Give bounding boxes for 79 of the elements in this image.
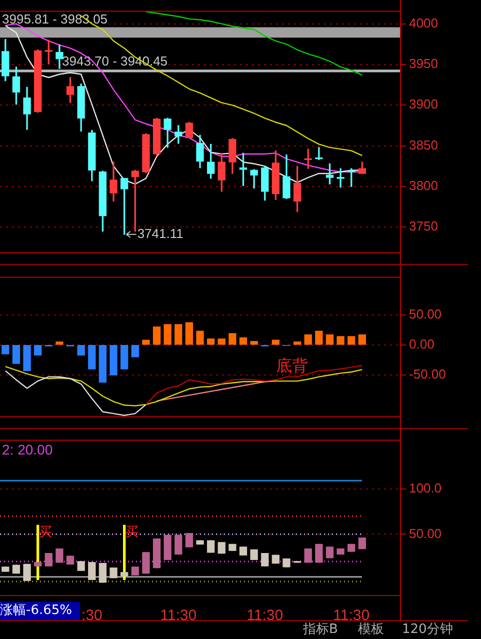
bar — [272, 340, 280, 345]
candlestick — [218, 542, 226, 554]
text: 模板 — [358, 621, 384, 639]
annotation: 2: 20.00 — [2, 442, 53, 458]
bar — [348, 336, 356, 345]
bar — [12, 345, 20, 364]
candlestick — [23, 564, 31, 581]
bar — [120, 345, 128, 370]
candlestick — [348, 544, 356, 552]
annotation: 买 — [38, 525, 52, 540]
bar — [315, 330, 323, 345]
bar — [250, 340, 258, 345]
bar — [196, 330, 204, 345]
annotation: 买 — [125, 525, 138, 540]
y-tick-label: 50.00 — [409, 526, 442, 541]
bar — [206, 338, 215, 345]
candlestick — [282, 558, 290, 568]
candlestick — [88, 562, 96, 580]
candlestick — [2, 566, 10, 572]
bar — [131, 345, 139, 358]
text: 指标B — [303, 621, 338, 639]
bar — [304, 334, 312, 345]
candlestick — [152, 538, 161, 568]
candlestick — [164, 534, 172, 560]
bar — [2, 345, 10, 354]
bar — [326, 334, 334, 345]
y-tick-label: 100.0 — [409, 480, 442, 496]
bar — [23, 345, 31, 372]
bar — [142, 340, 150, 345]
candlestick — [228, 544, 236, 551]
bar — [293, 342, 302, 345]
bar — [56, 342, 64, 345]
candlestick — [110, 568, 118, 578]
candlestick — [120, 572, 128, 576]
bar — [185, 322, 194, 345]
y-tick-label: 0.00 — [409, 336, 434, 352]
y-tick-label: 3850 — [409, 137, 438, 152]
bar — [164, 324, 172, 345]
candlestick — [336, 548, 344, 555]
candlestick — [239, 546, 248, 556]
candlestick — [44, 552, 52, 566]
candlestick — [56, 548, 64, 563]
bar — [88, 345, 96, 370]
y-tick-label: -50.00 — [409, 366, 446, 382]
candlestick — [34, 562, 42, 566]
bar — [77, 345, 85, 356]
candlestick — [358, 538, 366, 550]
candlestick — [261, 552, 269, 566]
bar — [152, 326, 161, 345]
y-tick-label: 3950 — [409, 56, 438, 72]
candlestick — [142, 552, 150, 574]
candlestick — [77, 561, 85, 571]
bar — [358, 334, 366, 345]
bar — [34, 345, 42, 356]
text: 涨幅-6.65% — [0, 602, 80, 620]
bar — [336, 336, 344, 345]
bar — [228, 333, 236, 345]
y-tick-label: 50.00 — [409, 306, 442, 322]
candlestick — [131, 566, 139, 576]
x-tick-label: :30 — [81, 607, 102, 624]
annotation: 3741.11 — [137, 226, 184, 241]
candlestick — [185, 533, 194, 548]
candlestick — [250, 549, 258, 560]
bar — [174, 324, 182, 345]
y-tick-label: 3800 — [409, 178, 438, 194]
bar — [110, 345, 118, 376]
x-tick-label: 11:30 — [160, 607, 197, 624]
y-tick-label: 4000 — [409, 15, 438, 30]
bar — [218, 338, 226, 345]
candlestick — [66, 556, 74, 565]
bar — [98, 345, 107, 383]
text: 120分钟 — [402, 621, 453, 639]
x-tick-label: 11:30 — [246, 607, 284, 624]
candlestick — [326, 546, 334, 558]
bar — [239, 337, 248, 345]
candlestick — [196, 540, 204, 545]
annotation: 底背 — [276, 356, 308, 375]
y-tick-label: 3750 — [409, 218, 438, 234]
y-tick-label: 3900 — [409, 96, 438, 112]
